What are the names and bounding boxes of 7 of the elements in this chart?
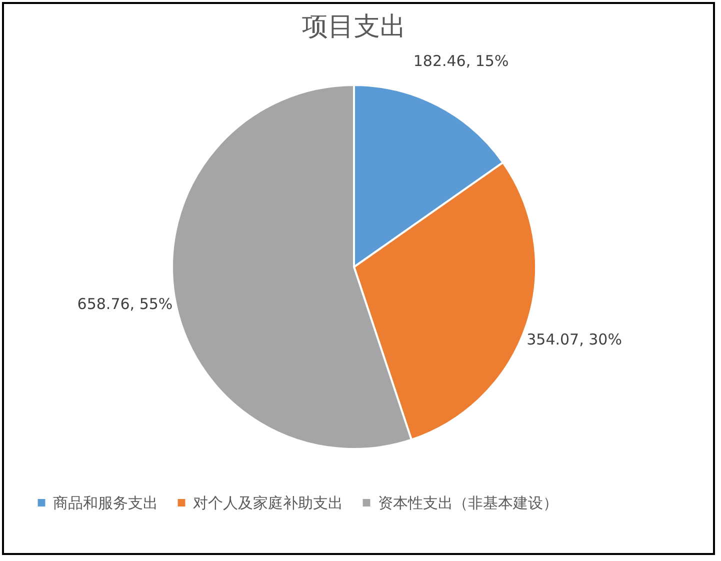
legend-label: 资本性支出（非基本建设） (378, 494, 558, 512)
chart-title: 项目支出 (302, 12, 406, 42)
data-label: 354.07, 30% (526, 330, 622, 349)
legend-label: 对个人及家庭补助支出 (193, 494, 343, 512)
legend-label: 商品和服务支出 (53, 494, 158, 512)
data-label: 182.46, 15% (413, 52, 509, 70)
data-label: 658.76, 55% (77, 295, 173, 314)
